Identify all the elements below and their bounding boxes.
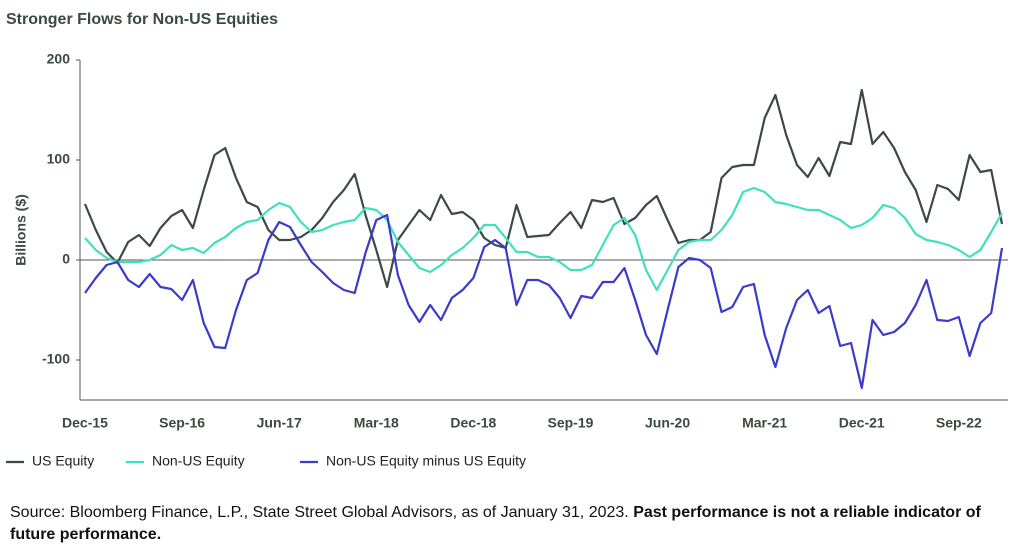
legend-label: Non-US Equity — [152, 453, 245, 469]
chart: Stronger Flows for Non-US Equities Billi… — [6, 11, 1008, 469]
y-tick-label: 200 — [47, 51, 71, 67]
y-tick-label: -100 — [42, 351, 70, 367]
y-tick-label: 100 — [47, 151, 71, 167]
x-tick-label: Mar-18 — [354, 415, 399, 431]
legend-label: Non-US Equity minus US Equity — [326, 453, 526, 469]
x-tick-label: Jun-17 — [257, 415, 302, 431]
x-tick-label: Sep-22 — [936, 415, 982, 431]
source: Source: Bloomberg Finance, L.P., State S… — [10, 504, 629, 521]
x-tick-label: Dec-21 — [839, 415, 885, 431]
y-tick-label: 0 — [62, 251, 70, 267]
x-tick-label: Sep-19 — [548, 415, 594, 431]
x-tick-label: Mar-21 — [742, 415, 787, 431]
legend-label: US Equity — [32, 453, 94, 469]
x-tick-label: Dec-15 — [62, 415, 108, 431]
disclaimer: Past performance is not a reliable indic… — [10, 504, 981, 543]
x-tick-label: Sep-16 — [159, 415, 205, 431]
source-note: Source: Bloomberg Finance, L.P., State S… — [10, 502, 990, 546]
chart-title: Stronger Flows for Non-US Equities — [6, 11, 278, 28]
series-line — [84, 186, 1003, 292]
x-tick-label: Jun-20 — [645, 415, 690, 431]
series-line — [83, 88, 1004, 289]
y-axis-label: Billions ($) — [13, 194, 29, 266]
x-tick-label: Dec-18 — [450, 415, 496, 431]
series-line — [84, 213, 1004, 390]
